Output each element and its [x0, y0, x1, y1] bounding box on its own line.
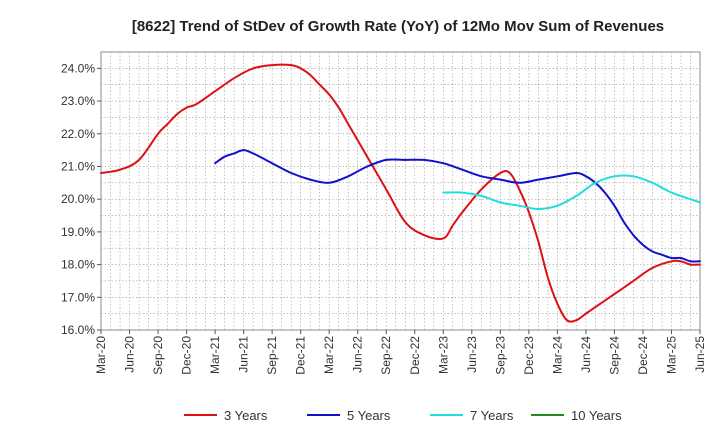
- x-tick-label: Sep-20: [151, 336, 165, 375]
- x-tick-label: Jun-24: [579, 336, 593, 373]
- x-tick-label: Dec-21: [294, 336, 308, 375]
- y-tick-label: 17.0%: [61, 290, 95, 304]
- y-tick-label: 18.0%: [61, 258, 95, 272]
- legend: 3 Years 5 Years 7 Years 10 Years: [184, 408, 622, 423]
- y-tick-label: 23.0%: [61, 94, 95, 108]
- y-tick-label: 20.0%: [61, 192, 95, 206]
- x-tick-label: Dec-23: [522, 336, 536, 375]
- x-tick-label: Sep-21: [265, 336, 279, 375]
- y-tick-label: 24.0%: [61, 61, 95, 75]
- series-line-3-years: [100, 63, 701, 323]
- series-line-5-years: [214, 149, 701, 263]
- x-tick-label: Dec-24: [636, 336, 650, 375]
- x-axis-ticks: Mar-20 Jun-20 Sep-20 Dec-20 Mar-21 Jun-21 Sep-…: [94, 330, 707, 375]
- x-tick-label: Mar-20: [94, 336, 108, 374]
- x-tick-label: Jun-23: [465, 336, 479, 373]
- x-tick-label: Sep-23: [493, 336, 507, 375]
- x-tick-label: Mar-21: [208, 336, 222, 374]
- series-layer: [100, 63, 701, 323]
- legend-label-5-years: 5 Years: [347, 408, 391, 423]
- x-tick-label: Jun-20: [123, 336, 137, 373]
- x-tick-label: Mar-22: [322, 336, 336, 374]
- x-tick-label: Mar-23: [436, 336, 450, 374]
- y-axis-ticks: 16.0% 17.0% 18.0% 19.0% 20.0% 21.0% 22.0% 23.0%…: [61, 61, 101, 337]
- x-tick-label: Jun-25: [693, 336, 707, 373]
- x-tick-label: Dec-20: [180, 336, 194, 375]
- grid-lines: [100, 51, 701, 331]
- series-line-7-years: [442, 174, 701, 210]
- legend-label-3-years: 3 Years: [224, 408, 268, 423]
- y-tick-label: 16.0%: [61, 323, 95, 337]
- x-tick-label: Mar-24: [550, 336, 564, 374]
- x-tick-label: Mar-25: [664, 336, 678, 374]
- x-tick-label: Sep-24: [607, 336, 621, 375]
- legend-label-7-years: 7 Years: [470, 408, 514, 423]
- x-tick-label: Jun-21: [237, 336, 251, 373]
- legend-label-10-years: 10 Years: [571, 408, 622, 423]
- y-tick-label: 22.0%: [61, 127, 95, 141]
- x-tick-label: Jun-22: [351, 336, 365, 373]
- y-tick-label: 19.0%: [61, 225, 95, 239]
- y-tick-label: 21.0%: [61, 159, 95, 173]
- x-tick-label: Sep-22: [379, 336, 393, 375]
- chart-title: [8622] Trend of StDev of Growth Rate (Yo…: [132, 18, 664, 35]
- x-tick-label: Dec-22: [408, 336, 422, 375]
- plot-area: [100, 51, 701, 331]
